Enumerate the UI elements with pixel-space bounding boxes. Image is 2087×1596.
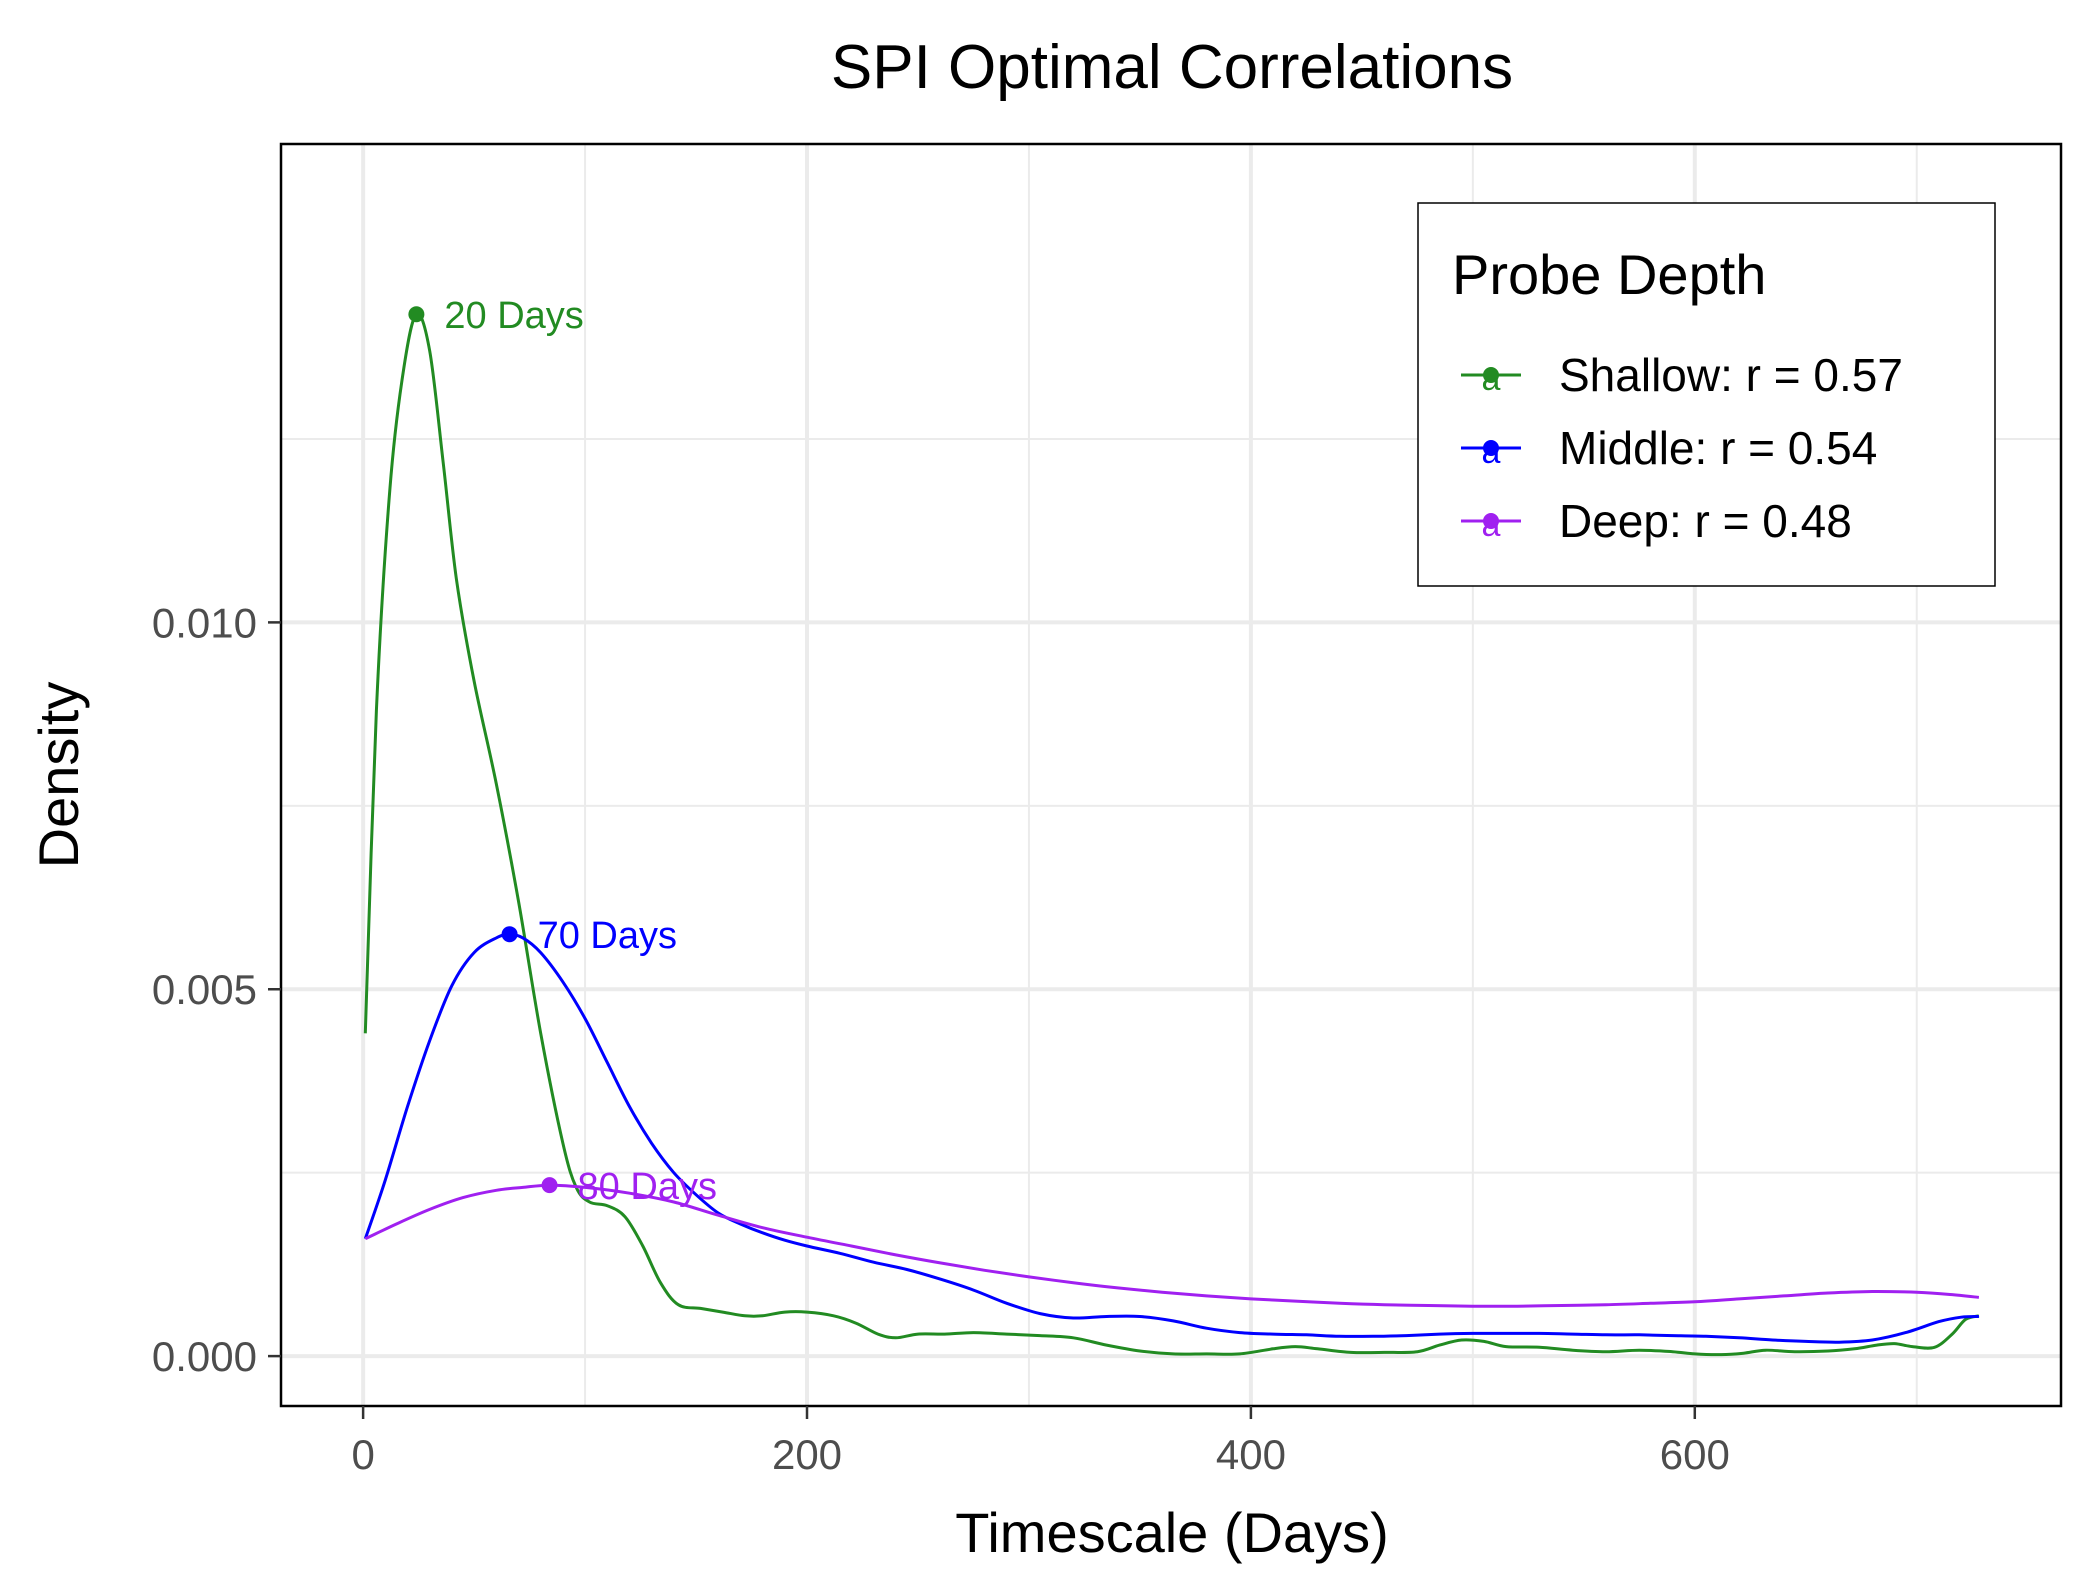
legend-entries: a Shallow: r = 0.57 a Middle: r = 0.54 a Deep… bbox=[1461, 349, 1903, 547]
x-tick-label: 600 bbox=[1660, 1431, 1730, 1478]
legend-key-point bbox=[1483, 440, 1499, 456]
peak-markers: 20 Days 70 Days 80 Days bbox=[408, 295, 717, 1208]
x-axis-title: Timescale (Days) bbox=[955, 1501, 1389, 1564]
x-axis-ticks: 0 200 400 600 bbox=[351, 1406, 1730, 1478]
x-tick-label: 400 bbox=[1216, 1431, 1286, 1478]
peak-label: 70 Days bbox=[538, 915, 677, 957]
series-line bbox=[363, 932, 1979, 1344]
legend-key-glyph: a bbox=[1482, 433, 1501, 471]
series-line bbox=[364, 1183, 1980, 1308]
series-lines bbox=[363, 312, 1980, 1357]
series-line bbox=[363, 312, 1980, 1357]
peak-point bbox=[541, 1177, 558, 1194]
x-tick-label: 200 bbox=[772, 1431, 842, 1478]
legend-label: Middle: r = 0.54 bbox=[1559, 422, 1877, 474]
legend-key-point bbox=[1483, 367, 1499, 383]
peak-point bbox=[408, 306, 425, 323]
legend-key-glyph: a bbox=[1482, 506, 1501, 544]
peak-point bbox=[501, 926, 518, 943]
y-tick-label: 0.010 bbox=[152, 599, 257, 646]
legend-title: Probe Depth bbox=[1452, 243, 1766, 306]
y-tick-label: 0.000 bbox=[152, 1333, 257, 1380]
peak-label: 20 Days bbox=[444, 295, 583, 337]
plot-panel-border bbox=[279, 142, 2063, 1408]
y-axis-ticks: 0.000 0.005 0.010 bbox=[152, 599, 281, 1380]
legend: Probe Depth a Shallow: r = 0.57 a Middle: r… bbox=[1417, 202, 1996, 587]
chart-title: SPI Optimal Correlations bbox=[831, 33, 1513, 102]
x-tick-label: 0 bbox=[351, 1431, 374, 1478]
y-tick-label: 0.005 bbox=[152, 966, 257, 1013]
legend-label: Deep: r = 0.48 bbox=[1559, 495, 1852, 547]
y-axis-title: Density bbox=[27, 682, 90, 869]
legend-key-point bbox=[1483, 513, 1499, 529]
peak-label: 80 Days bbox=[578, 1166, 717, 1208]
legend-label: Shallow: r = 0.57 bbox=[1559, 349, 1903, 401]
legend-key-glyph: a bbox=[1482, 360, 1501, 398]
